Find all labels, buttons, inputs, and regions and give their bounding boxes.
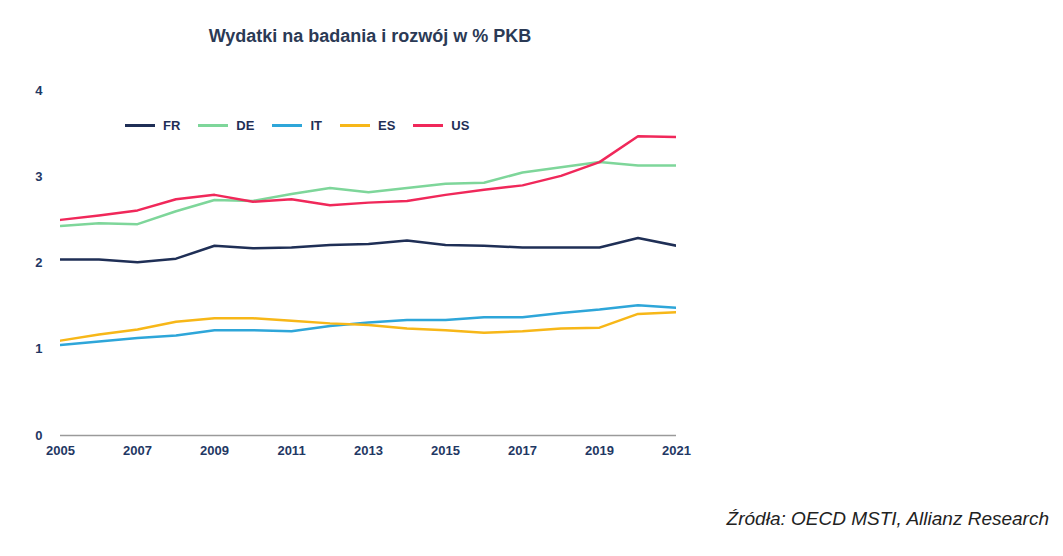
svg-text:2021: 2021 <box>662 443 691 458</box>
svg-text:2005: 2005 <box>46 443 75 458</box>
html-text:ES: ES <box>378 118 396 133</box>
svg-text:2013: 2013 <box>354 443 383 458</box>
svg-text:2015: 2015 <box>431 443 460 458</box>
svg-text:4: 4 <box>35 83 43 98</box>
svg-text:1: 1 <box>35 341 42 356</box>
svg-text:2011: 2011 <box>277 443 305 458</box>
svg-text:0: 0 <box>35 428 42 443</box>
svg-text:2: 2 <box>35 255 42 270</box>
html-text:Źródła: OECD MSTI, Allianz Res: Źródła: OECD MSTI, Allianz Research <box>726 508 1049 529</box>
html-text:DE: DE <box>236 118 255 133</box>
html-text:Wydatki na badania i rozwój w: Wydatki na badania i rozwój w % PKB <box>208 26 532 46</box>
html-text:IT: IT <box>310 118 322 133</box>
svg-text:3: 3 <box>35 169 42 184</box>
html-text:US: US <box>451 118 470 133</box>
svg-text:2019: 2019 <box>585 443 614 458</box>
svg-text:2017: 2017 <box>508 443 537 458</box>
svg-text:2007: 2007 <box>123 443 152 458</box>
html-text:FR: FR <box>163 118 181 133</box>
svg-text:2009: 2009 <box>200 443 229 458</box>
